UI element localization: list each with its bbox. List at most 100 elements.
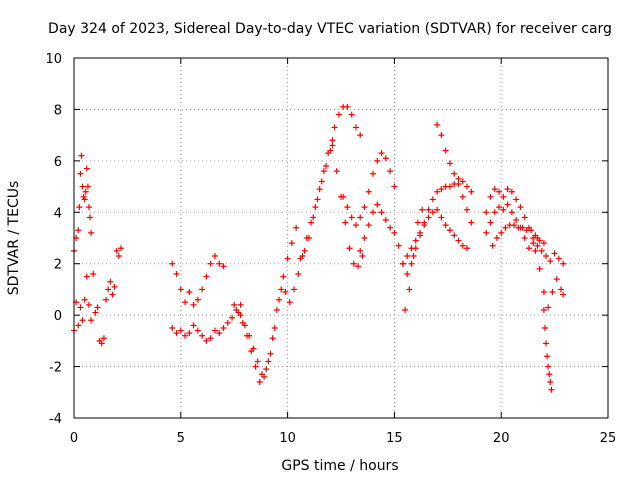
data-point [404, 253, 411, 259]
data-point [543, 340, 550, 347]
data-point [81, 296, 88, 303]
data-point [395, 242, 402, 249]
data-point [508, 209, 515, 216]
data-point [82, 188, 89, 195]
data-point [378, 209, 385, 216]
data-point [530, 240, 537, 247]
series-trace-8 [357, 181, 475, 277]
data-point [107, 278, 114, 285]
series-trace-12 [483, 186, 567, 267]
data-point [387, 168, 394, 175]
data-point [273, 307, 280, 313]
plot-frame [73, 57, 609, 419]
data-point [254, 358, 261, 365]
data-point [357, 247, 364, 254]
data-point [521, 214, 528, 221]
data-point [199, 286, 206, 293]
data-point [177, 286, 184, 293]
data-point [545, 363, 552, 370]
data-point [408, 260, 415, 267]
data-point [344, 204, 351, 211]
y-tick-label: -2 [49, 361, 62, 376]
data-point [357, 214, 364, 221]
y-tick-label: 10 [45, 52, 62, 67]
data-point [224, 319, 231, 326]
data-point [425, 206, 432, 213]
data-point [103, 296, 110, 303]
data-point [532, 247, 539, 254]
data-point [508, 188, 515, 195]
data-point [434, 188, 441, 195]
data-point [282, 289, 289, 295]
data-point [412, 237, 419, 244]
data-point [468, 219, 475, 226]
data-point [85, 301, 92, 308]
data-point [547, 258, 554, 265]
data-point [308, 219, 315, 226]
data-point [211, 327, 218, 334]
data-point [419, 206, 426, 213]
data-point [500, 193, 507, 200]
data-point [429, 209, 436, 216]
data-point [365, 188, 372, 195]
data-point [284, 255, 291, 262]
data-point [446, 160, 453, 167]
data-point [83, 273, 90, 280]
data-point [414, 219, 421, 226]
data-point [216, 260, 223, 267]
data-point [350, 260, 357, 267]
data-point [548, 386, 555, 393]
series-trace-5 [237, 103, 364, 378]
data-point [352, 222, 359, 229]
data-point [173, 330, 180, 337]
data-point [78, 152, 85, 159]
data-point [314, 196, 321, 203]
data-point [558, 286, 565, 293]
data-point [199, 332, 206, 339]
data-point [105, 286, 112, 293]
x-tick-label: 15 [386, 431, 403, 446]
data-point [378, 150, 385, 157]
data-point [391, 229, 398, 236]
data-point [455, 237, 462, 244]
data-point [487, 193, 494, 200]
data-point [521, 235, 528, 241]
data-point [346, 245, 353, 252]
data-point [540, 289, 547, 295]
data-point [513, 196, 520, 203]
data-point [81, 196, 88, 203]
data-point [231, 301, 238, 308]
data-point [434, 121, 441, 128]
data-point [323, 163, 330, 169]
data-point [560, 291, 567, 298]
data-point [173, 271, 180, 277]
data-point [541, 325, 548, 331]
data-point [534, 242, 541, 249]
data-point [496, 204, 503, 211]
data-point [451, 232, 458, 239]
data-point [511, 222, 518, 229]
data-point [361, 204, 368, 211]
data-point [359, 253, 366, 259]
data-point [446, 227, 453, 234]
data-point [438, 186, 445, 193]
data-point [365, 222, 372, 229]
data-point [194, 327, 201, 334]
data-point [536, 265, 543, 272]
data-point [111, 283, 118, 290]
data-point [421, 222, 428, 229]
data-point [301, 247, 308, 254]
data-point [244, 332, 251, 339]
data-point [451, 170, 458, 177]
data-point [295, 271, 302, 277]
y-tick-label: 0 [54, 309, 62, 324]
series-trace-3 [169, 253, 227, 308]
data-point [446, 183, 453, 190]
data-point [312, 204, 319, 211]
x-tick-label: 5 [177, 431, 185, 446]
x-tick-label: 10 [279, 431, 296, 446]
x-tick-label: 20 [493, 431, 510, 446]
data-point [186, 330, 193, 337]
data-point [560, 260, 567, 267]
data-point [517, 204, 524, 211]
